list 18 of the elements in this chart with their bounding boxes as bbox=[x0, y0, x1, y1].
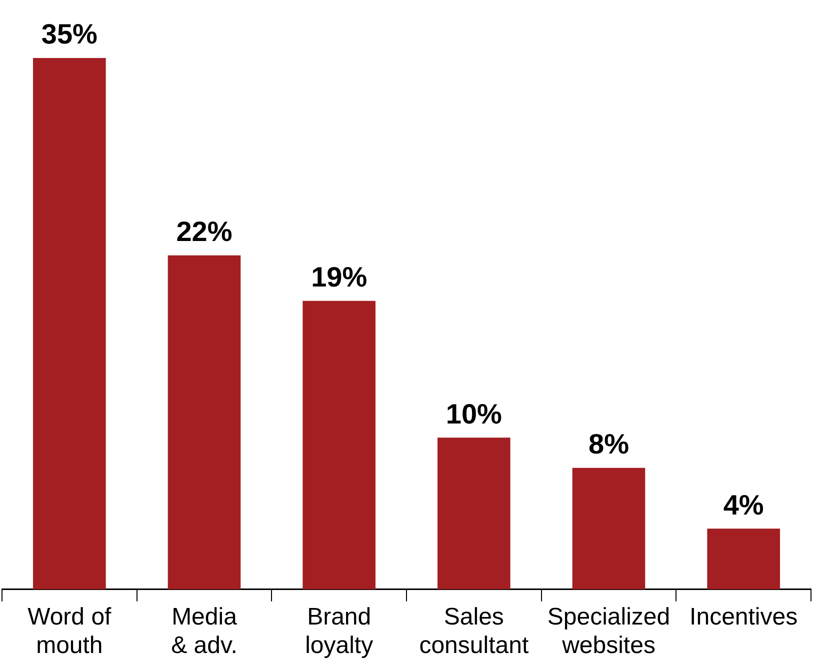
data-label: 10% bbox=[446, 398, 502, 430]
bar bbox=[168, 255, 241, 590]
data-label: 22% bbox=[176, 216, 232, 248]
bar bbox=[438, 438, 510, 590]
x-tick-label: Word of mouth bbox=[28, 603, 112, 660]
x-tick-label: Incentives bbox=[690, 603, 798, 630]
bar bbox=[33, 58, 106, 590]
bar bbox=[707, 528, 780, 590]
x-tick-label: Media & adv. bbox=[171, 603, 238, 660]
x-tick-label: Specialized websites bbox=[547, 603, 670, 660]
x-tick-label: Brand loyalty bbox=[305, 603, 374, 660]
data-label: 35% bbox=[41, 18, 98, 50]
data-label: 4% bbox=[723, 489, 764, 520]
bar bbox=[302, 300, 376, 590]
data-label: 19% bbox=[311, 262, 368, 293]
bar bbox=[572, 468, 646, 590]
x-tick-label: Sales consultant bbox=[419, 603, 529, 660]
data-label: 8% bbox=[588, 428, 630, 460]
